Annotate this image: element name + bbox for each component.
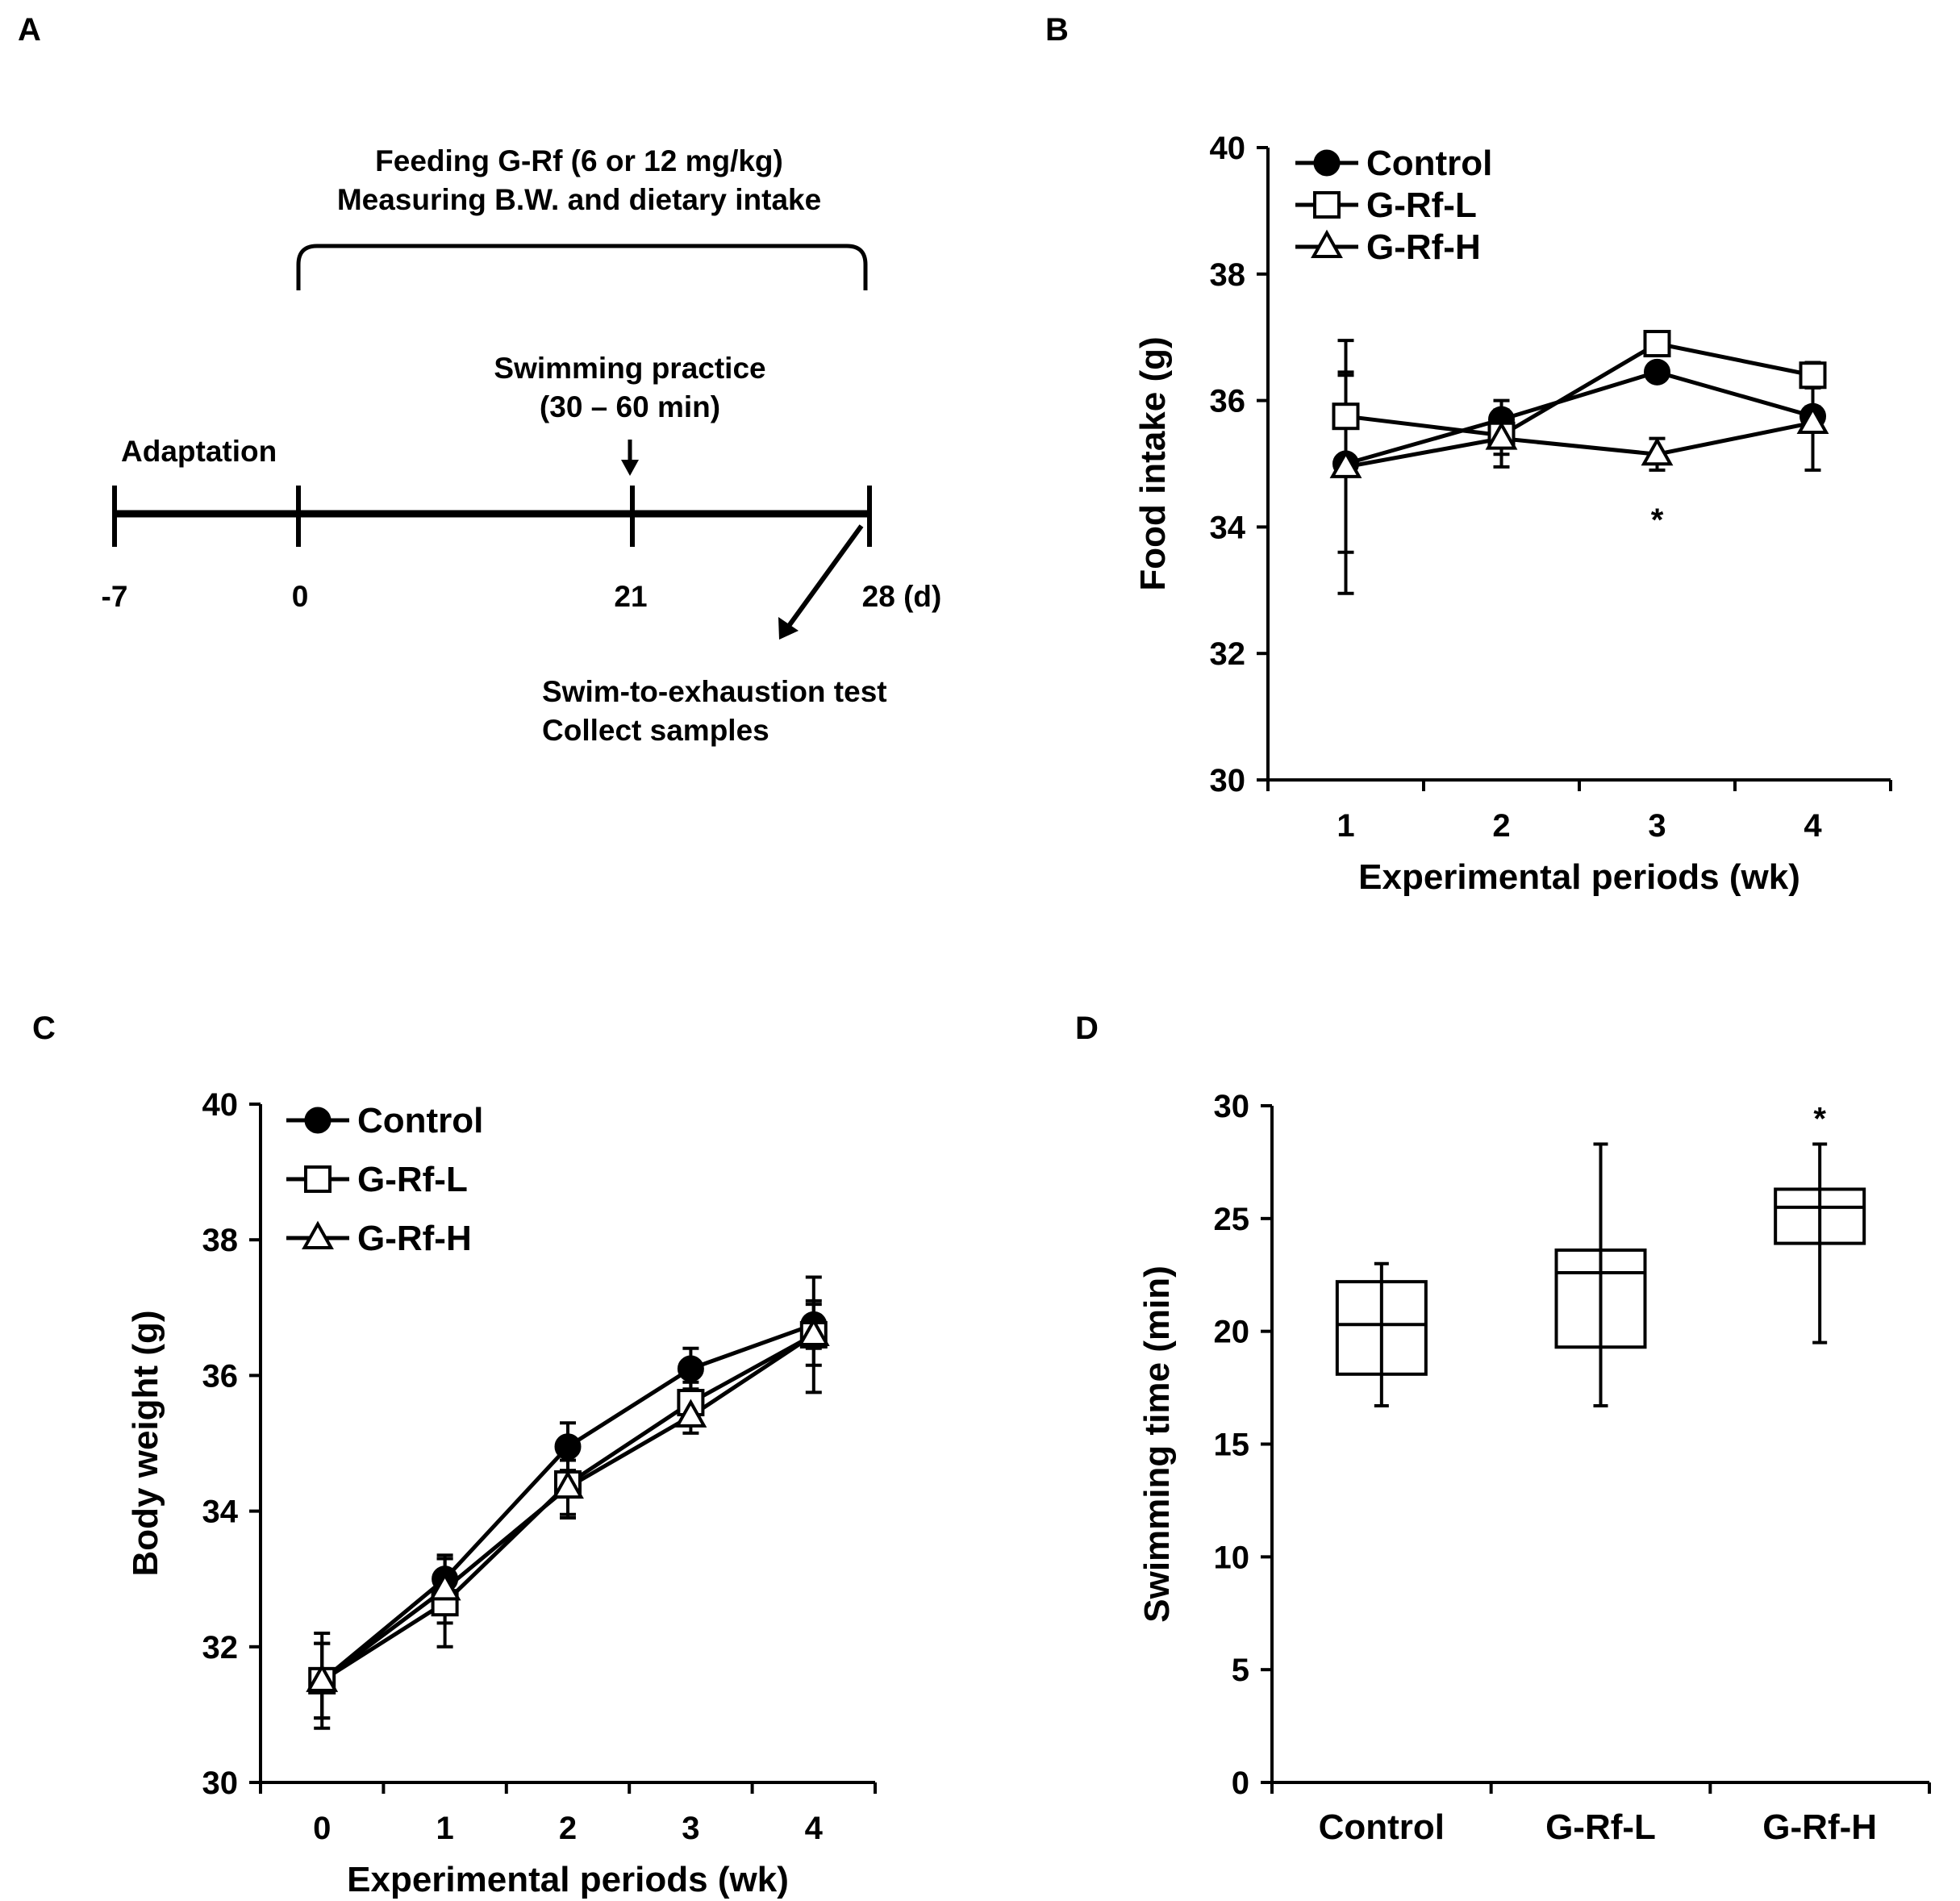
test-text-line1: Swim-to-exhaustion test <box>542 675 887 708</box>
food-intake-series-g-rf-l-point <box>1643 330 1671 358</box>
body-weight-legend-marker <box>304 1107 332 1134</box>
timeline-label-minus7: -7 <box>102 580 128 613</box>
food-intake-series-g-rf-h-line <box>1345 420 1813 469</box>
food-intake-legend-marker <box>1313 191 1341 219</box>
food-intake-series-control-line <box>1345 369 1814 466</box>
food-intake-series-g-rf-h-point <box>1796 405 1829 435</box>
body-weight-series-g-rf-h-point <box>797 1317 830 1346</box>
swimming-time-chart: 0 5 10 15 20 25 30 Control G-Rf-L G-Rf-H Swimming … <box>1137 1089 1931 1847</box>
food-intake-x-tick-label: 4 <box>1804 808 1822 844</box>
swimming-time-y-tick-label: 5 <box>1232 1653 1249 1688</box>
swimming-time-x-tick-label: G-Rf-H <box>1762 1807 1877 1847</box>
body-weight-y-tick-label: 40 <box>202 1087 239 1123</box>
panel-a: A Feeding G-Rf (6 or 12 mg/kg) Measuring… <box>18 12 941 747</box>
timeline-label-21: 21 <box>614 580 647 613</box>
food-intake-series-g-rf-l-line <box>1345 341 1813 438</box>
test-text-line2: Collect samples <box>542 714 769 747</box>
food-intake-x-tick-label: 2 <box>1492 808 1510 844</box>
feeding-text-line1: Feeding G-Rf (6 or 12 mg/kg) <box>375 144 783 177</box>
body-weight-x-tick-label: 3 <box>682 1811 699 1846</box>
food-intake-legend-label: Control <box>1366 144 1492 183</box>
timeline-label-28: 28 (d) <box>862 580 942 613</box>
feeding-text-line2: Measuring B.W. and dietary intake <box>337 183 821 216</box>
food-intake-x-tick-label: 3 <box>1648 808 1666 844</box>
food-intake-y-tick-label: 34 <box>1210 510 1246 545</box>
food-intake-y-tick-label: 40 <box>1210 131 1246 166</box>
body-weight-legend-marker <box>302 1220 334 1249</box>
swimming-time-box-control-iqr-box <box>1335 1280 1428 1376</box>
test-arrow-head <box>778 617 799 640</box>
body-weight-x-tick-label: 0 <box>313 1811 331 1846</box>
food-intake-significance-marker: * <box>1651 502 1664 538</box>
food-intake-y-tick-label: 30 <box>1210 763 1246 798</box>
body-weight-legend-label: Control <box>357 1101 483 1140</box>
food-intake-y-tick-label: 36 <box>1210 384 1246 419</box>
food-intake-series-control-point <box>1644 358 1670 386</box>
panel-c-label: C <box>32 1011 56 1046</box>
body-weight-x-axis-title: Experimental periods (wk) <box>347 1860 789 1899</box>
food-intake-legend-label: G-Rf-H <box>1366 227 1481 267</box>
swimming-time-y-tick-label: 15 <box>1214 1428 1250 1463</box>
body-weight-y-tick-label: 36 <box>202 1358 239 1394</box>
swimming-time-x-tick-label: Control <box>1319 1807 1445 1847</box>
body-weight-legend-marker <box>304 1165 332 1193</box>
swimming-time-y-tick-label: 20 <box>1214 1315 1250 1350</box>
body-weight-y-tick-label: 38 <box>202 1223 239 1258</box>
adaptation-text: Adaptation <box>121 435 277 468</box>
timeline-label-0: 0 <box>292 580 309 613</box>
swimming-time-significance-marker: * <box>1813 1102 1826 1137</box>
body-weight-x-tick-label: 4 <box>805 1811 824 1846</box>
food-intake-series-g-rf-l-point <box>1332 402 1360 431</box>
body-weight-series-g-rf-h-point <box>428 1571 461 1601</box>
body-weight-legend-label: G-Rf-L <box>357 1160 468 1199</box>
body-weight-series-control-point <box>554 1433 582 1461</box>
panel-b-label: B <box>1045 12 1069 48</box>
panel-d: D 0 5 10 15 20 25 30 Control G-Rf-L G-Rf-H Swimmin… <box>1075 1011 1931 1847</box>
food-intake-x-axis-title: Experimental periods (wk) <box>1358 857 1800 897</box>
body-weight-y-tick-label: 32 <box>202 1630 239 1665</box>
body-weight-x-tick-label: 1 <box>436 1811 453 1846</box>
food-intake-series-g-rf-l-point <box>1799 361 1827 390</box>
swimming-time-x-tick-label: G-Rf-L <box>1545 1807 1656 1847</box>
swimming-time-box-g-rf-l-iqr-box <box>1554 1248 1647 1349</box>
body-weight-series-control-point <box>677 1355 704 1382</box>
body-weight-y-tick-label: 30 <box>202 1766 239 1801</box>
panel-a-label: A <box>18 12 41 48</box>
swimming-time-y-tick-label: 10 <box>1214 1540 1250 1575</box>
food-intake-series-g-rf-h-point <box>1485 421 1518 450</box>
body-weight-series-g-rf-h-point <box>552 1470 584 1499</box>
swimming-text-line1: Swimming practice <box>494 352 765 385</box>
food-intake-x-tick-label: 1 <box>1337 808 1354 844</box>
body-weight-legend-label: G-Rf-H <box>357 1219 472 1258</box>
food-intake-legend-marker <box>1313 149 1341 177</box>
swimming-time-y-tick-label: 0 <box>1232 1766 1249 1801</box>
swimming-time-y-axis-title: Swimming time (min) <box>1137 1265 1177 1622</box>
body-weight-y-axis-title: Body weight (g) <box>126 1311 165 1577</box>
feeding-bracket <box>296 244 868 290</box>
body-weight-series-g-rf-h-point <box>306 1663 339 1692</box>
panel-d-label: D <box>1075 1011 1099 1046</box>
swimming-arrow-head <box>621 460 639 476</box>
body-weight-y-tick-label: 34 <box>202 1495 239 1530</box>
food-intake-series-g-rf-h-point <box>1329 449 1362 478</box>
swimming-text-line2: (30 – 60 min) <box>540 390 720 423</box>
swimming-time-y-tick-label: 30 <box>1214 1089 1250 1124</box>
body-weight-x-tick-label: 2 <box>559 1811 577 1846</box>
food-intake-y-axis-title: Food intake (g) <box>1133 336 1173 590</box>
food-intake-y-tick-label: 38 <box>1210 257 1246 293</box>
swimming-time-box-g-rf-h-iqr-box <box>1774 1187 1866 1245</box>
test-arrow-shaft <box>786 524 864 627</box>
food-intake-legend-marker <box>1311 229 1343 258</box>
body-weight-series-g-rf-h-point <box>674 1399 707 1428</box>
food-intake-legend-label: G-Rf-L <box>1366 186 1477 225</box>
food-intake-series-g-rf-h-point <box>1641 436 1674 466</box>
swimming-time-y-tick-label: 25 <box>1214 1202 1250 1237</box>
food-intake-y-tick-label: 32 <box>1210 636 1246 672</box>
